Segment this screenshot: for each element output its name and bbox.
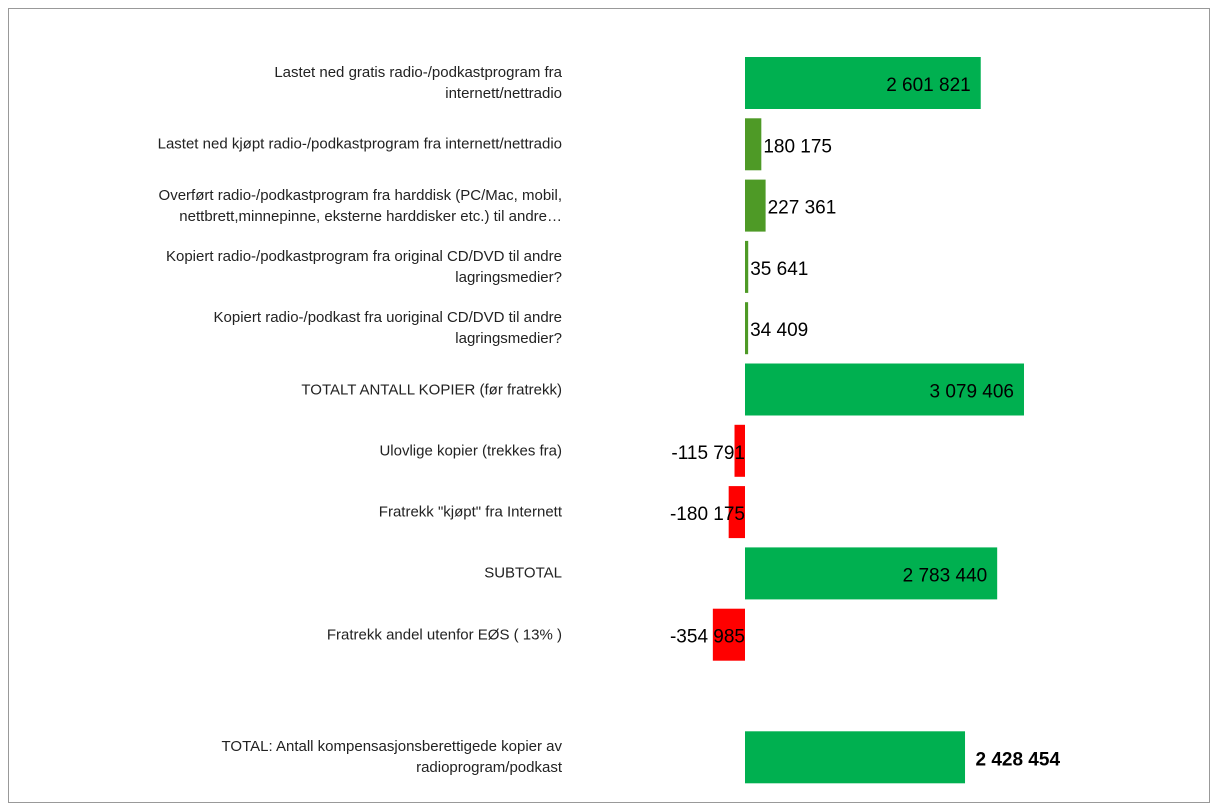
value-label: 3 079 406 <box>929 382 1014 403</box>
chart-border <box>8 8 1210 803</box>
value-label: -115 791 <box>671 443 745 464</box>
bar <box>712 608 745 661</box>
value-label: 35 641 <box>750 259 808 280</box>
bar <box>734 424 745 477</box>
bar <box>745 118 762 171</box>
value-label: 227 361 <box>768 198 837 219</box>
value-label: 2 428 454 <box>975 749 1060 770</box>
category-label: Kopiert radio-/podkast fra uoriginal CD/… <box>213 309 563 348</box>
bar <box>745 731 966 784</box>
category-label: Fratrekk "kjøpt" fra Internett <box>378 503 562 521</box>
category-label: Fratrekk andel utenfor EØS ( 13% ) <box>326 626 562 644</box>
category-label: Lastet ned kjøpt radio-/podkastprogram f… <box>157 135 562 153</box>
bar <box>728 486 745 539</box>
bar <box>745 547 998 600</box>
value-label: 180 175 <box>763 136 832 157</box>
value-label: 2 601 821 <box>886 75 971 96</box>
bar <box>745 179 766 232</box>
category-label: Overført radio-/podkastprogram fra hardd… <box>158 186 562 225</box>
value-label: 2 783 440 <box>903 565 988 586</box>
value-label: -354 985 <box>670 627 745 648</box>
category-label: Ulovlige kopier (trekkes fra) <box>379 442 562 460</box>
bar <box>745 302 749 355</box>
category-label: TOTAL: Antall kompensasjonsberettigede k… <box>221 738 562 777</box>
category-label: SUBTOTAL <box>484 564 562 582</box>
category-label: Lastet ned gratis radio-/podkastprogram … <box>274 64 562 102</box>
value-label: 34 409 <box>750 320 808 341</box>
category-label: TOTALT ANTALL KOPIER (før fratrekk) <box>301 381 562 398</box>
bar <box>745 240 749 293</box>
bar <box>745 57 981 109</box>
category-label: Kopiert radio-/podkastprogram fra origin… <box>165 247 562 286</box>
value-label: -180 175 <box>670 504 745 525</box>
bar <box>745 363 1024 416</box>
